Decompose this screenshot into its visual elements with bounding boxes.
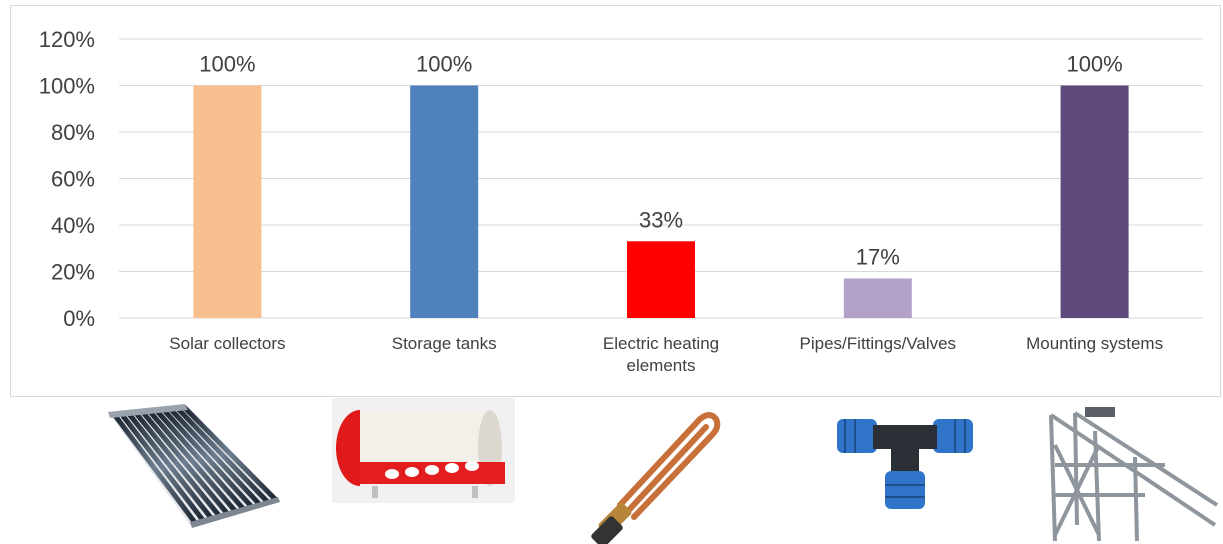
data-label: 100% <box>416 52 472 77</box>
data-label: 100% <box>1066 52 1122 77</box>
chart-frame: 0% 20% 40% 60% 80% 100% 120% 100% Solar collecto… <box>10 5 1221 397</box>
solar-collector-icon <box>108 404 280 528</box>
y-tick-label: 60% <box>51 167 95 192</box>
mounting-system-icon <box>1049 407 1219 542</box>
data-label: 33% <box>639 207 683 232</box>
y-tick-label: 100% <box>39 74 95 99</box>
bar <box>193 85 262 318</box>
category-label: Pipes/Fittings/Valves <box>800 334 957 353</box>
bar-chart: 0% 20% 40% 60% 80% 100% 120% 100% Solar collecto… <box>39 27 1203 375</box>
category-label: Electric heating elements <box>603 334 719 375</box>
category-label: Mounting systems <box>1026 334 1163 353</box>
y-tick-label: 20% <box>51 260 95 285</box>
category-label: Solar collectors <box>169 334 285 353</box>
pipe-fitting-icon <box>837 419 973 509</box>
y-tick-label: 80% <box>51 120 95 145</box>
category-label: Storage tanks <box>392 334 497 353</box>
bar <box>627 241 695 318</box>
bar <box>843 278 912 318</box>
data-label: 17% <box>856 244 900 269</box>
y-tick-label: 0% <box>63 306 95 331</box>
bar <box>1060 85 1129 318</box>
data-label: 100% <box>199 52 255 77</box>
storage-tank-icon <box>332 398 515 503</box>
heating-element-icon <box>591 412 721 544</box>
y-tick-label: 120% <box>39 27 95 52</box>
bar <box>410 85 479 318</box>
y-tick-label: 40% <box>51 213 95 238</box>
